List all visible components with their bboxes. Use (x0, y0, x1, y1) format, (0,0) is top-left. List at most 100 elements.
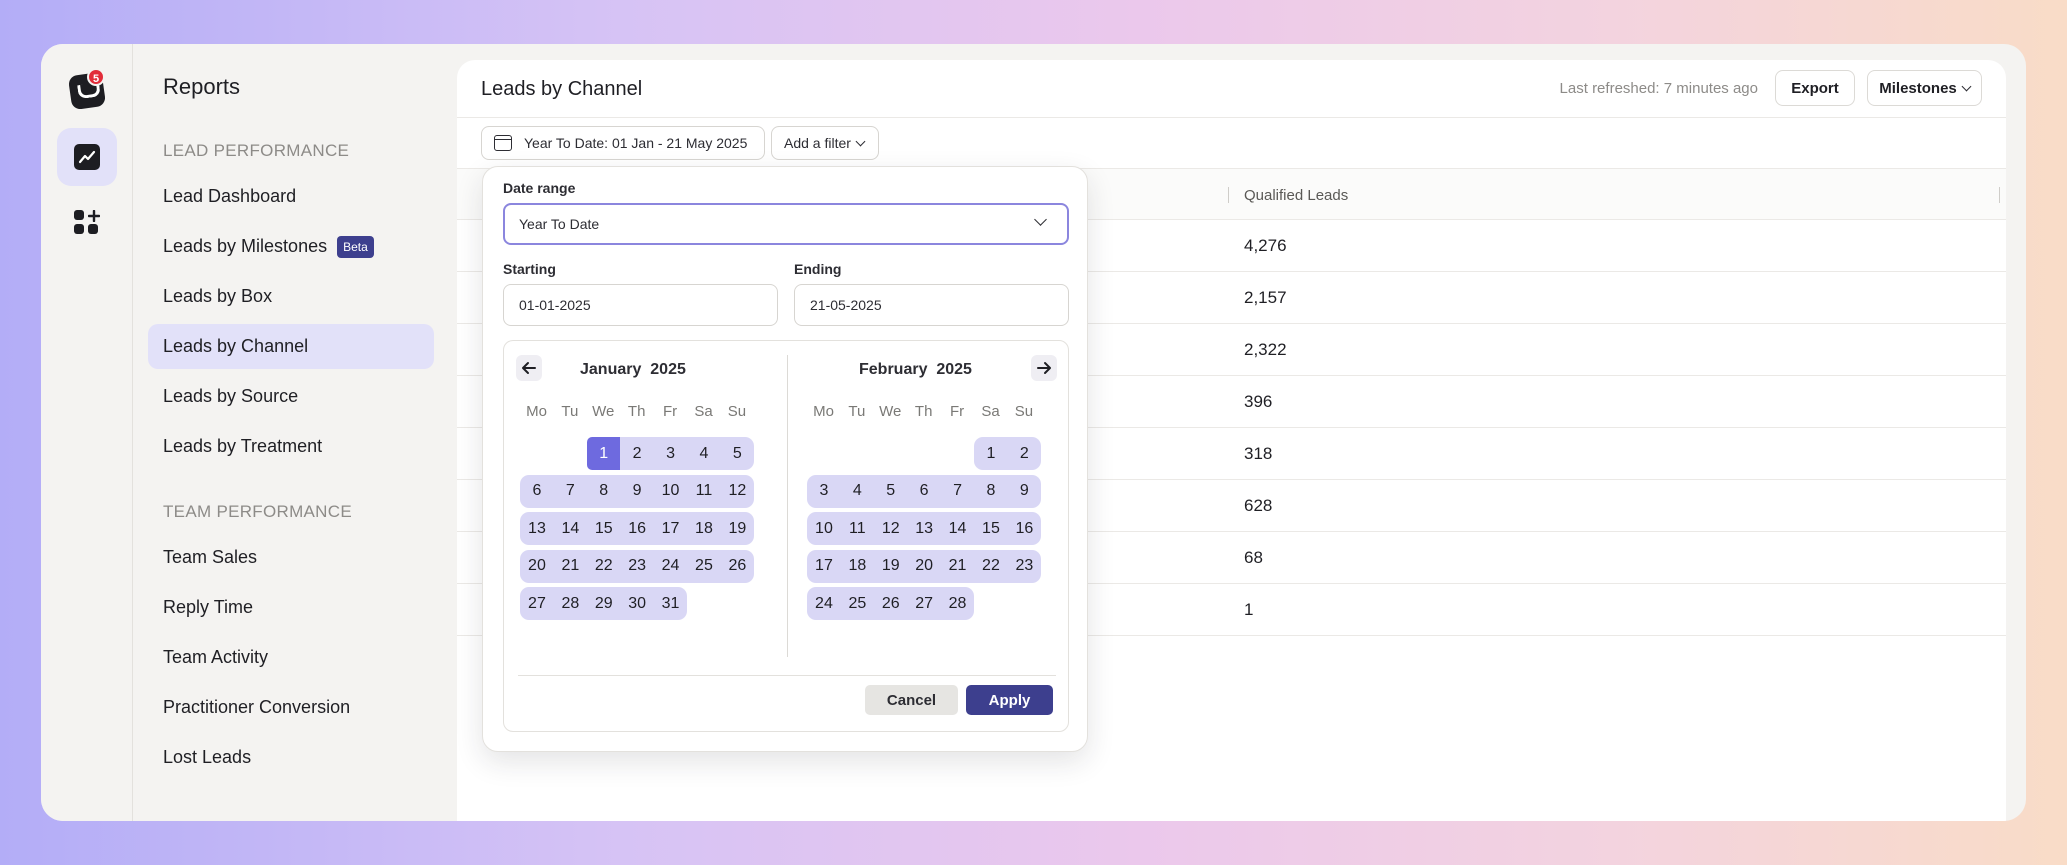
calendar-day[interactable]: 2 (1007, 437, 1042, 470)
calendar-day[interactable]: 11 (840, 512, 875, 545)
calendar-day[interactable]: 27 (520, 587, 554, 620)
calendar-day[interactable]: 8 (974, 474, 1008, 508)
calendar-day[interactable]: 18 (840, 549, 875, 583)
column-divider[interactable] (1999, 187, 2000, 203)
calendar-day[interactable]: 26 (873, 587, 908, 620)
sidebar-item-leads-by-channel[interactable]: Leads by Channel (148, 324, 434, 369)
calendar-day[interactable]: 12 (720, 474, 755, 508)
milestones-dropdown[interactable]: Milestones (1867, 70, 1982, 106)
calendar-day[interactable]: 23 (620, 549, 655, 583)
calendar-day[interactable]: 6 (520, 474, 554, 508)
sidebar-item-team-sales[interactable]: Team Sales (148, 535, 434, 580)
sidebar-item-leads-by-milestones[interactable]: Leads by Milestones Beta (148, 224, 434, 269)
calendar-day[interactable]: 10 (653, 474, 688, 508)
calendar-day[interactable]: 25 (840, 587, 875, 620)
calendar-day[interactable]: 9 (1007, 474, 1042, 508)
calendar-day[interactable]: 31 (653, 587, 688, 620)
table-row[interactable]: 2,322 (457, 324, 2006, 376)
calendar-day[interactable]: 3 (807, 474, 841, 508)
calendar-day[interactable]: 26 (720, 549, 755, 583)
weekday-label: Sa (981, 403, 1000, 420)
calendar-day[interactable]: 17 (807, 549, 841, 583)
calendar-day[interactable]: 7 (553, 474, 588, 508)
sidebar-item-practitioner-conversion[interactable]: Practitioner Conversion (148, 685, 434, 730)
sidebar-item-leads-by-treatment[interactable]: Leads by Treatment (148, 424, 434, 469)
column-divider[interactable] (1228, 187, 1229, 203)
sidebar-item-leads-by-box[interactable]: Leads by Box (148, 274, 434, 319)
add-filter-button[interactable]: Add a filter (771, 126, 879, 160)
prev-month-button[interactable] (516, 355, 542, 381)
reports-nav-button[interactable] (57, 128, 117, 186)
table-row[interactable]: 318 (457, 428, 2006, 480)
calendar-day[interactable]: 4 (687, 437, 721, 470)
date-range-chip[interactable]: Year To Date: 01 Jan - 21 May 2025 (481, 126, 765, 160)
date-range-select-value: Year To Date (519, 216, 600, 232)
date-range-select[interactable]: Year To Date (503, 203, 1069, 245)
calendar-day[interactable]: 12 (873, 512, 908, 545)
calendar-day[interactable]: 25 (687, 549, 721, 583)
sidebar-item-reply-time[interactable]: Reply Time (148, 585, 434, 630)
sidebar-item-lead-dashboard[interactable]: Lead Dashboard (148, 174, 434, 219)
sidebar-item-team-activity[interactable]: Team Activity (148, 635, 434, 680)
weekday-label: Sa (694, 403, 713, 420)
weekday-label: Th (914, 403, 933, 420)
calendar-day[interactable]: 29 (586, 587, 621, 620)
calendar-day[interactable]: 10 (807, 512, 841, 545)
calendar-day[interactable]: 13 (520, 512, 554, 545)
calendar-day[interactable]: 18 (687, 512, 721, 545)
calendar-day[interactable]: 22 (586, 549, 621, 583)
calendar-day[interactable]: 14 (553, 512, 588, 545)
calendar-day[interactable]: 8 (586, 474, 621, 508)
calendar-day[interactable]: 6 (907, 474, 942, 508)
calendar-day[interactable]: 5 (873, 474, 908, 508)
table-row[interactable]: 68 (457, 532, 2006, 584)
table-row[interactable]: 396 (457, 376, 2006, 428)
next-month-button[interactable] (1031, 355, 1057, 381)
calendar-day[interactable]: 21 (940, 549, 975, 583)
sidebar-item-leads-by-source[interactable]: Leads by Source (148, 374, 434, 419)
sidebar-item-lost-leads[interactable]: Lost Leads (148, 735, 434, 780)
sidebar-item-label: Leads by Source (163, 386, 299, 406)
apps-nav-button[interactable] (57, 194, 117, 252)
calendar-day[interactable]: 16 (1007, 512, 1042, 545)
calendar-day[interactable]: 23 (1007, 549, 1042, 583)
calendar-day[interactable]: 21 (553, 549, 588, 583)
calendar-day[interactable]: 1 (974, 437, 1008, 470)
calendar-day[interactable]: 20 (907, 549, 942, 583)
starting-date-input[interactable] (503, 284, 778, 326)
calendar-day[interactable]: 14 (940, 512, 975, 545)
calendar-day[interactable]: 28 (553, 587, 588, 620)
calendar-day[interactable]: 22 (974, 549, 1008, 583)
calendar-day[interactable]: 3 (653, 437, 688, 470)
apply-button[interactable]: Apply (966, 685, 1053, 715)
calendar-day[interactable]: 13 (907, 512, 942, 545)
calendar-day[interactable]: 11 (687, 474, 721, 508)
calendar-day[interactable]: 17 (653, 512, 688, 545)
calendar-day[interactable]: 24 (807, 587, 841, 620)
calendar-day[interactable]: 24 (653, 549, 688, 583)
calendar-day[interactable]: 19 (873, 549, 908, 583)
calendar-day[interactable]: 16 (620, 512, 655, 545)
calendar-day[interactable]: 27 (907, 587, 942, 620)
table-row[interactable]: 1 (457, 584, 2006, 636)
table-row[interactable]: 4,276 (457, 220, 2006, 272)
calendar-day[interactable]: 4 (840, 474, 875, 508)
calendar-day[interactable]: 19 (720, 512, 755, 545)
calendar-day[interactable]: 9 (620, 474, 655, 508)
ending-date-input[interactable] (794, 284, 1069, 326)
sidebar-item-label: Leads by Treatment (163, 436, 323, 456)
calendar-day[interactable]: 15 (586, 512, 621, 545)
calendar-day[interactable]: 28 (940, 587, 975, 620)
column-header-qualified-leads[interactable]: Qualified Leads (1244, 187, 1349, 204)
calendar-day[interactable]: 30 (620, 587, 655, 620)
cancel-button[interactable]: Cancel (865, 685, 958, 715)
calendar-day[interactable]: 1 (586, 437, 621, 470)
calendar-day[interactable]: 2 (620, 437, 655, 470)
calendar-day[interactable]: 15 (974, 512, 1008, 545)
calendar-day[interactable]: 20 (520, 549, 554, 583)
export-button[interactable]: Export (1775, 70, 1855, 106)
table-row[interactable]: 2,157 (457, 272, 2006, 324)
table-row[interactable]: 628 (457, 480, 2006, 532)
calendar-day[interactable]: 5 (720, 437, 755, 470)
calendar-day[interactable]: 7 (940, 474, 975, 508)
